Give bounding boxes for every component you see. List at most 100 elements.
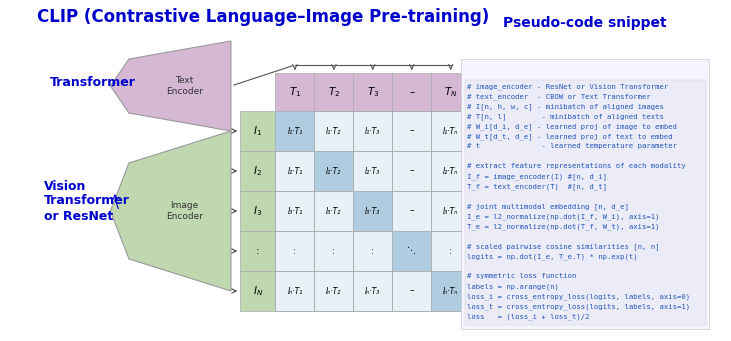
Text: I₃·T₁: I₃·T₁ — [287, 207, 303, 216]
Text: Transformer: Transformer — [50, 76, 136, 89]
Text: # I[n, h, w, c] - minibatch of aligned images: # I[n, h, w, c] - minibatch of aligned i… — [467, 103, 664, 110]
Text: T$_N$: T$_N$ — [444, 85, 458, 99]
Text: Iₙ·T₁: Iₙ·T₁ — [287, 286, 303, 296]
Bar — [393, 231, 431, 271]
Text: Pseudo-code snippet: Pseudo-code snippet — [504, 16, 667, 30]
Text: :: : — [333, 247, 336, 255]
Bar — [276, 111, 314, 151]
Text: –: – — [409, 166, 414, 176]
Text: loss_t = cross_entropy_loss(logits, labels, axis=1): loss_t = cross_entropy_loss(logits, labe… — [467, 303, 691, 310]
Bar — [240, 191, 276, 231]
Bar — [393, 73, 431, 111]
Text: I_f = image_encoder(I) #[n, d_i]: I_f = image_encoder(I) #[n, d_i] — [467, 173, 607, 180]
Bar — [431, 271, 470, 311]
Bar — [314, 151, 353, 191]
Polygon shape — [110, 131, 231, 291]
Bar — [240, 271, 276, 311]
Bar — [393, 271, 431, 311]
Text: Text
Encoder: Text Encoder — [166, 76, 203, 96]
Text: :: : — [256, 246, 260, 256]
Text: T_f = text_encoder(T)  #[n, d_t]: T_f = text_encoder(T) #[n, d_t] — [467, 183, 607, 190]
Bar — [431, 111, 470, 151]
Text: :: : — [450, 247, 452, 255]
Bar — [240, 111, 276, 151]
Text: Iₙ·Tₙ: Iₙ·Tₙ — [443, 286, 458, 296]
Bar — [431, 73, 470, 111]
Text: Image
Encoder: Image Encoder — [166, 201, 203, 221]
Text: I₁·Tₙ: I₁·Tₙ — [443, 127, 458, 135]
Bar — [240, 231, 276, 271]
Bar — [314, 73, 353, 111]
Text: I_e = l2_normalize(np.dot(I_f, W_i), axis=1): I_e = l2_normalize(np.dot(I_f, W_i), axi… — [467, 213, 660, 220]
Text: # W_i[d_i, d_e] - learned proj of image to embed: # W_i[d_i, d_e] - learned proj of image … — [467, 123, 678, 130]
Text: I$_2$: I$_2$ — [254, 164, 262, 178]
Bar — [353, 191, 393, 231]
Bar — [276, 111, 314, 151]
Bar — [240, 151, 276, 191]
Bar — [314, 191, 353, 231]
Bar — [276, 191, 314, 231]
Bar — [393, 231, 431, 271]
Text: I₂·T₂: I₂·T₂ — [326, 166, 341, 176]
Text: I$_N$: I$_N$ — [253, 284, 263, 298]
Bar — [393, 111, 431, 151]
Bar — [276, 151, 314, 191]
Text: I₃·T₂: I₃·T₂ — [326, 207, 341, 216]
Text: –: – — [409, 87, 414, 97]
Bar — [431, 271, 470, 311]
Text: logits = np.dot(I_e, T_e.T) * np.exp(t): logits = np.dot(I_e, T_e.T) * np.exp(t) — [467, 253, 638, 260]
Text: –: – — [409, 207, 414, 216]
Text: T$_1$: T$_1$ — [289, 85, 301, 99]
Text: I₂·Tₙ: I₂·Tₙ — [443, 166, 458, 176]
Text: # extract feature representations of each modality: # extract feature representations of eac… — [467, 163, 686, 169]
Text: # t              - learned temperature parameter: # t - learned temperature parameter — [467, 143, 678, 149]
Text: Vision: Vision — [44, 179, 86, 193]
Text: loss   = (loss_i + loss_t)/2: loss = (loss_i + loss_t)/2 — [467, 313, 590, 320]
Bar — [431, 191, 470, 231]
Text: I$_1$: I$_1$ — [253, 124, 262, 138]
Bar — [314, 231, 353, 271]
Text: or ResNet: or ResNet — [44, 209, 113, 222]
Text: T$_3$: T$_3$ — [366, 85, 379, 99]
Text: # W_t[d_t, d_e] - learned proj of text to embed: # W_t[d_t, d_e] - learned proj of text t… — [467, 133, 673, 140]
Polygon shape — [110, 41, 231, 131]
Text: I₁·T₁: I₁·T₁ — [287, 127, 303, 135]
FancyBboxPatch shape — [461, 59, 709, 329]
Bar — [314, 151, 353, 191]
Text: # symmetric loss function: # symmetric loss function — [467, 273, 577, 279]
Text: :: : — [371, 247, 374, 255]
Bar — [276, 73, 314, 111]
Text: I₃·Tₙ: I₃·Tₙ — [443, 207, 458, 216]
Bar — [314, 111, 353, 151]
Bar — [393, 151, 431, 191]
Text: Transformer: Transformer — [44, 194, 129, 208]
Text: T$_2$: T$_2$ — [327, 85, 340, 99]
Text: I₁·T₂: I₁·T₂ — [326, 127, 341, 135]
Text: labels = np.arange(n): labels = np.arange(n) — [467, 283, 559, 290]
Bar — [353, 151, 393, 191]
Text: I₃·T₃: I₃·T₃ — [366, 207, 380, 216]
Text: I₂·T₁: I₂·T₁ — [287, 166, 303, 176]
Text: # joint multimodal embedding [n, d_e]: # joint multimodal embedding [n, d_e] — [467, 203, 629, 210]
Text: I$_3$: I$_3$ — [253, 204, 262, 218]
Text: –: – — [409, 286, 414, 296]
Bar — [276, 111, 470, 311]
Text: CLIP (Contrastive Language–Image Pre-training): CLIP (Contrastive Language–Image Pre-tra… — [37, 8, 490, 26]
Text: I₂·T₃: I₂·T₃ — [366, 166, 380, 176]
Bar — [276, 271, 314, 311]
Bar — [353, 271, 393, 311]
Bar — [276, 231, 314, 271]
Bar — [314, 271, 353, 311]
Bar — [431, 151, 470, 191]
Bar — [431, 231, 470, 271]
Text: # text_encoder  - CBOW or Text Transformer: # text_encoder - CBOW or Text Transforme… — [467, 93, 651, 100]
Text: Iₙ·T₃: Iₙ·T₃ — [366, 286, 380, 296]
Text: # image_encoder - ResNet or Vision Transformer: # image_encoder - ResNet or Vision Trans… — [467, 83, 669, 90]
Text: T_e = l2_normalize(np.dot(T_f, W_t), axis=1): T_e = l2_normalize(np.dot(T_f, W_t), axi… — [467, 223, 660, 229]
Bar — [353, 111, 393, 151]
FancyBboxPatch shape — [465, 80, 705, 325]
Text: I₁·T₃: I₁·T₃ — [366, 127, 380, 135]
Text: # T[n, l]        - minibatch of aligned texts: # T[n, l] - minibatch of aligned texts — [467, 113, 664, 120]
Bar — [393, 191, 431, 231]
Text: loss_i = cross_entropy_loss(logits, labels, axis=0): loss_i = cross_entropy_loss(logits, labe… — [467, 293, 691, 300]
